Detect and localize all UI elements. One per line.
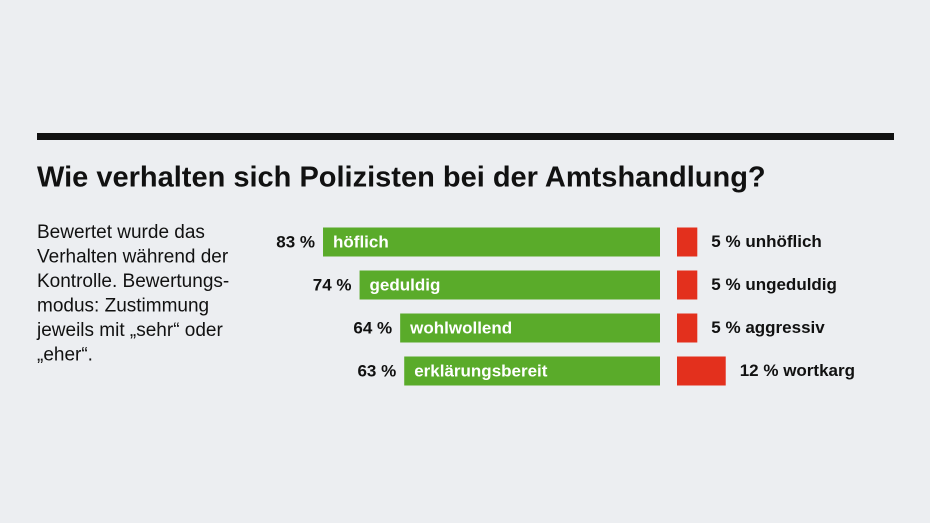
- negative-label: 5 % unhöflich: [711, 232, 822, 251]
- value-label: 64 %: [353, 318, 392, 337]
- value-label: 5 %: [711, 275, 740, 294]
- value-label: 5 %: [711, 232, 740, 251]
- bar-category: unhöflich: [745, 232, 821, 251]
- negative-label: 12 % wortkarg: [740, 361, 855, 380]
- bar-negative: [677, 227, 698, 257]
- bar-positive: [400, 313, 660, 343]
- note-line: Bewertet wurde das: [37, 222, 205, 243]
- note-line: modus: Zustimmung: [37, 296, 209, 317]
- bar-negative: [677, 313, 698, 343]
- bar-positive: [359, 270, 660, 300]
- note-line: jeweils mit „sehr“ oder: [36, 320, 223, 341]
- value-label: 83 %: [276, 232, 315, 251]
- bar-positive: [323, 227, 660, 257]
- bar-positive: [404, 356, 660, 386]
- negative-label: 5 % ungeduldig: [711, 275, 837, 294]
- bar-category: erklärungsbereit: [414, 361, 548, 380]
- bar-category: wortkarg: [782, 361, 855, 380]
- note-line: Verhalten während der: [37, 247, 229, 268]
- bar-category: höflich: [333, 232, 389, 251]
- top-rule: [37, 133, 894, 140]
- bar-category: geduldig: [370, 275, 441, 294]
- note-line: Kontrolle. Bewertungs-: [37, 271, 229, 292]
- bar-negative: [677, 270, 698, 300]
- bar-negative: [677, 356, 726, 386]
- value-label: 5 %: [711, 318, 740, 337]
- note-line: „eher“.: [37, 345, 93, 366]
- bar-category: ungeduldig: [745, 275, 837, 294]
- value-label: 74 %: [313, 275, 352, 294]
- negative-label: 5 % aggressiv: [711, 318, 825, 337]
- value-label: 63 %: [357, 361, 396, 380]
- bar-category: wohlwollend: [409, 318, 512, 337]
- bar-category: aggressiv: [745, 318, 825, 337]
- value-label: 12 %: [740, 361, 779, 380]
- chart-title: Wie verhalten sich Polizisten bei der Am…: [37, 162, 766, 194]
